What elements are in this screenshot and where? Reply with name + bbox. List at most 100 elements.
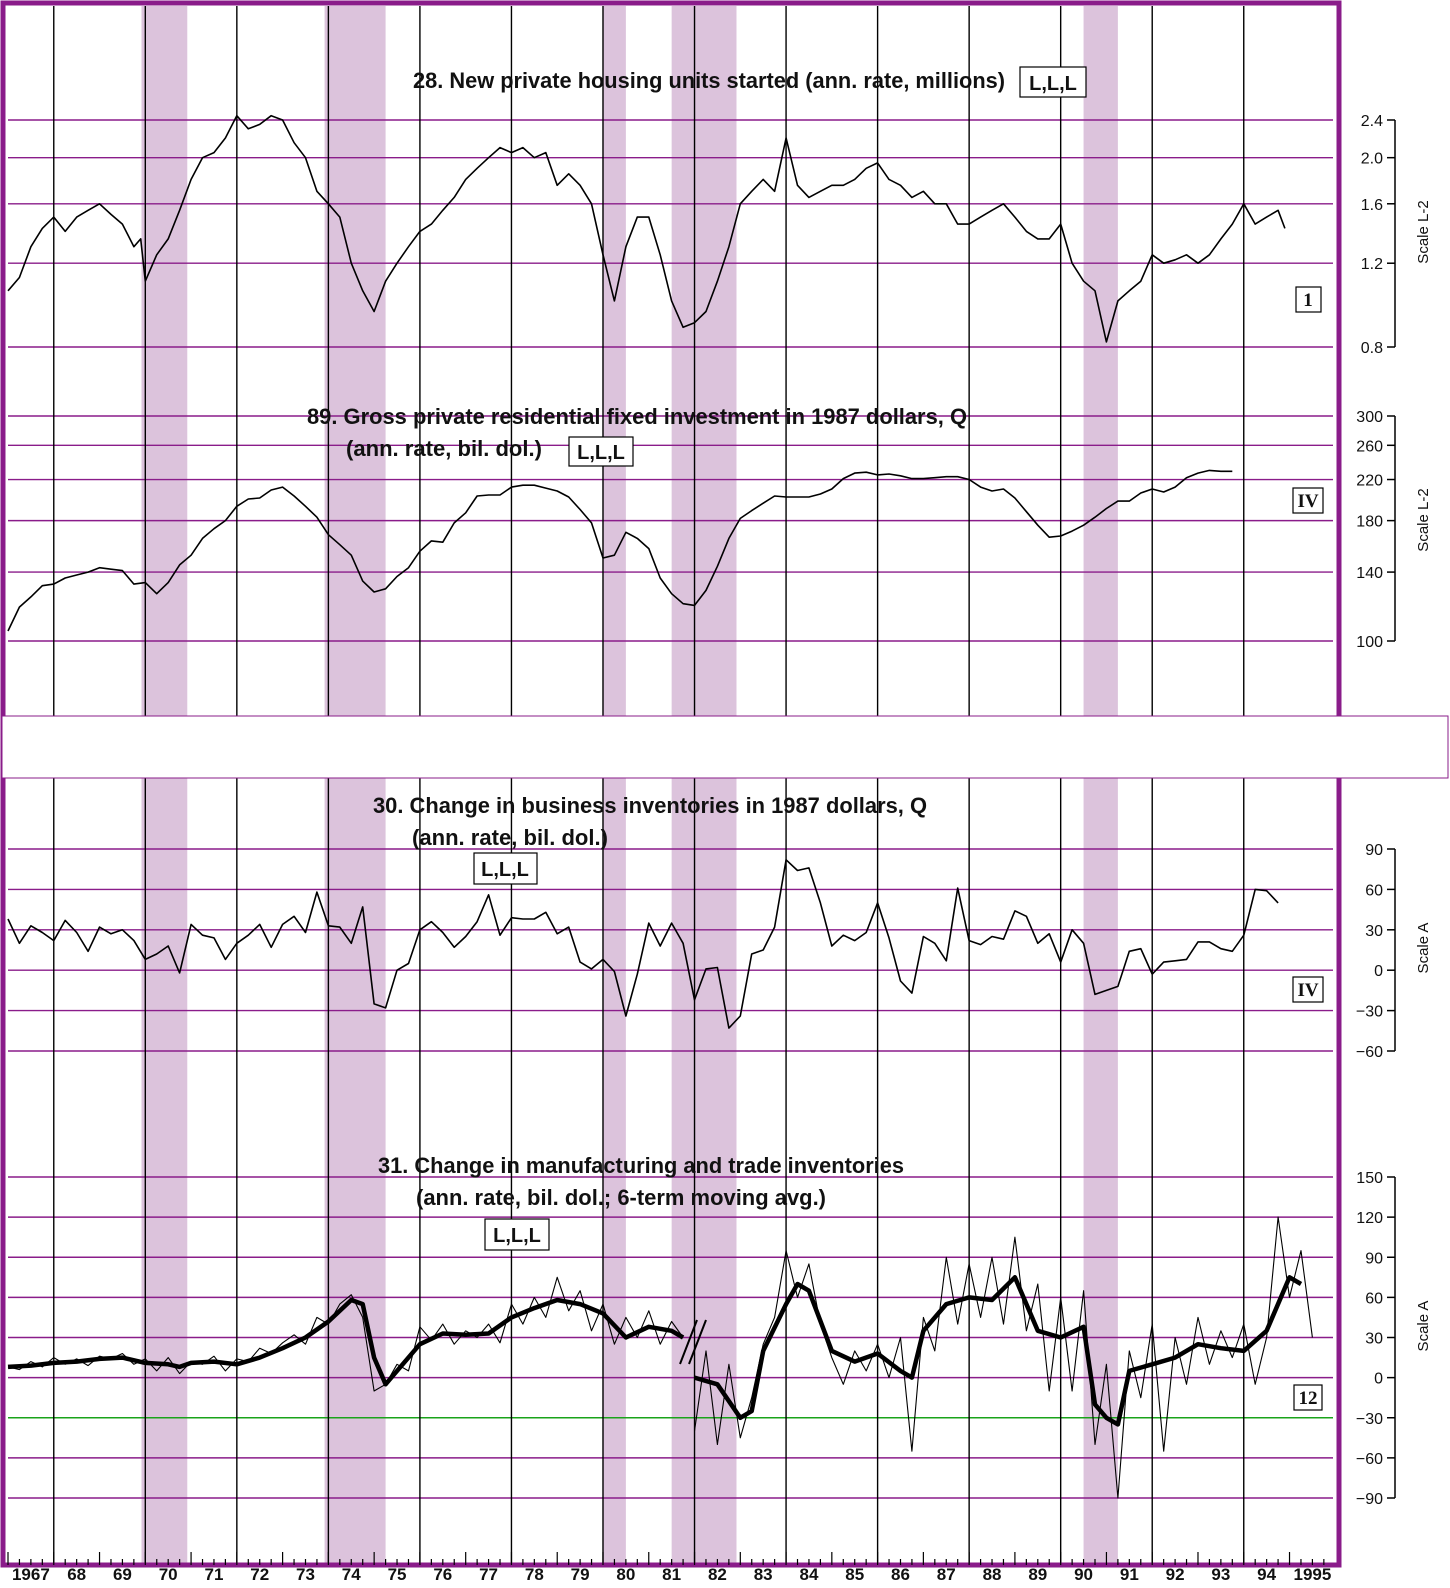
- end-markers: 1 IV IV 12: [1292, 286, 1324, 1411]
- horizontal-gridlines: [8, 119, 1333, 1499]
- title-89-line2: (ann. rate, bil. dol.): [346, 436, 542, 461]
- scale-labels: Scale L-2 Scale L-2 Scale A Scale A: [1415, 200, 1432, 1351]
- year-label-6: 73: [296, 1565, 315, 1583]
- year-label-21: 88: [983, 1565, 1002, 1583]
- end-marker-30: IV: [1297, 980, 1318, 1001]
- title-89-line1: 89. Gross private residential fixed inve…: [307, 404, 967, 429]
- year-label-18: 85: [845, 1565, 864, 1583]
- year-label-25: 92: [1166, 1565, 1185, 1583]
- series-lines: [7, 114, 1313, 1499]
- year-label-28: 1995: [1293, 1565, 1331, 1583]
- tick-label-series31-8: 150: [1356, 1170, 1383, 1187]
- year-label-27: 94: [1257, 1565, 1276, 1583]
- title-series-31: 31. Change in manufacturing and trade in…: [378, 1153, 904, 1251]
- year-label-24: 91: [1120, 1565, 1139, 1583]
- tick-label-series31-2: −30: [1356, 1411, 1383, 1428]
- tick-label-series30-2: 0: [1374, 963, 1383, 980]
- year-label-0: 1967: [12, 1565, 50, 1583]
- panel-gap: [1, 715, 1449, 779]
- title-series-89: 89. Gross private residential fixed inve…: [307, 404, 967, 467]
- recession-band-0-0: [141, 6, 188, 716]
- badge-31: L,L,L: [493, 1225, 541, 1247]
- year-label-13: 80: [616, 1565, 635, 1583]
- title-series-28: 28. New private housing units started (a…: [413, 66, 1087, 98]
- end-marker-28: 1: [1303, 290, 1313, 311]
- year-label-12: 79: [571, 1565, 590, 1583]
- tick-label-series31-4: 30: [1365, 1331, 1383, 1348]
- year-label-15: 82: [708, 1565, 727, 1583]
- tick-label-series31-5: 60: [1365, 1290, 1383, 1307]
- year-lines: [53, 6, 1245, 1563]
- recession-band-4-1: [1083, 778, 1118, 1563]
- scale-label-31: Scale A: [1415, 1301, 1432, 1352]
- tick-label-series89-4: 260: [1356, 438, 1383, 455]
- tick-label-series30-3: 30: [1365, 923, 1383, 940]
- year-label-22: 89: [1028, 1565, 1047, 1583]
- tick-label-series31-7: 120: [1356, 1210, 1383, 1227]
- year-label-7: 74: [342, 1565, 361, 1583]
- recession-band-1-1: [324, 778, 386, 1563]
- tick-label-series31-1: −60: [1356, 1451, 1383, 1468]
- line-series30: [7, 859, 1279, 1029]
- year-label-2: 69: [113, 1565, 132, 1583]
- recession-band-4-0: [1083, 6, 1118, 716]
- year-label-14: 81: [662, 1565, 681, 1583]
- tick-label-series28-0: 0.8: [1361, 340, 1383, 357]
- year-label-17: 84: [799, 1565, 818, 1583]
- title-31-line1: 31. Change in manufacturing and trade in…: [378, 1153, 904, 1178]
- tick-label-series30-0: −60: [1356, 1044, 1383, 1061]
- tick-label-series28-3: 2.0: [1361, 151, 1383, 168]
- year-label-5: 72: [250, 1565, 269, 1583]
- line-series31-s0-seg1: [693, 1216, 1313, 1499]
- badge-89: L,L,L: [577, 442, 625, 464]
- chart-frame: [0, 0, 1342, 1568]
- tick-label-series89-2: 180: [1356, 514, 1383, 531]
- tick-label-series89-3: 220: [1356, 473, 1383, 490]
- line-series31-s1-seg0: [7, 1297, 685, 1387]
- tick-label-series31-6: 90: [1365, 1250, 1383, 1267]
- title-28: 28. New private housing units started (a…: [413, 68, 1005, 93]
- break-mark-2: [688, 1319, 707, 1365]
- tick-label-series28-1: 1.2: [1361, 256, 1383, 273]
- year-label-23: 90: [1074, 1565, 1093, 1583]
- recession-band-2-1: [602, 778, 626, 1563]
- year-label-1: 68: [67, 1565, 86, 1583]
- scale-label-89: Scale L-2: [1415, 488, 1432, 551]
- year-label-8: 75: [388, 1565, 407, 1583]
- year-label-16: 83: [754, 1565, 773, 1583]
- right-axes: 0.81.21.62.02.4100140180220260300−60−300…: [1356, 113, 1396, 1508]
- title-30-line1: 30. Change in business inventories in 19…: [373, 793, 927, 818]
- scale-label-28: Scale L-2: [1415, 200, 1432, 263]
- year-label-10: 77: [479, 1565, 498, 1583]
- tick-label-series31-3: 0: [1374, 1371, 1383, 1388]
- title-31-line2: (ann. rate, bil. dol.; 6-term moving avg…: [416, 1185, 826, 1210]
- line-series28: [7, 114, 1286, 343]
- tick-label-series89-5: 300: [1356, 409, 1383, 426]
- title-30-line2: (ann. rate, bil. dol.): [412, 825, 608, 850]
- tick-label-series30-4: 60: [1365, 882, 1383, 899]
- tick-label-series30-5: 90: [1365, 842, 1383, 859]
- line-series89: [7, 469, 1233, 632]
- line-series31-s1-seg1: [693, 1275, 1303, 1427]
- recession-band-0-1: [141, 778, 188, 1563]
- year-label-9: 76: [433, 1565, 452, 1583]
- tick-label-series28-4: 2.4: [1361, 113, 1383, 130]
- year-label-26: 93: [1211, 1565, 1230, 1583]
- year-label-20: 87: [937, 1565, 956, 1583]
- x-axis: 1967 68 69 70 71 72 73 74 75 76 77 78 79 80 81 82 83 84 85…: [7, 1552, 1331, 1584]
- recession-band-3-1: [671, 778, 737, 1563]
- title-series-30: 30. Change in business inventories in 19…: [373, 793, 927, 885]
- scale-label-30: Scale A: [1415, 923, 1432, 974]
- break-mark-1: [679, 1319, 698, 1365]
- recession-band-2-0: [602, 6, 626, 716]
- tick-label-series89-1: 140: [1356, 565, 1383, 582]
- end-marker-31: 12: [1299, 1388, 1318, 1409]
- recession-band-1-0: [324, 6, 386, 716]
- year-label-4: 71: [204, 1565, 223, 1583]
- tick-label-series30-1: −30: [1356, 1004, 1383, 1021]
- end-marker-89: IV: [1297, 491, 1318, 512]
- badge-30: L,L,L: [481, 859, 529, 881]
- recession-shading: [141, 6, 1118, 1563]
